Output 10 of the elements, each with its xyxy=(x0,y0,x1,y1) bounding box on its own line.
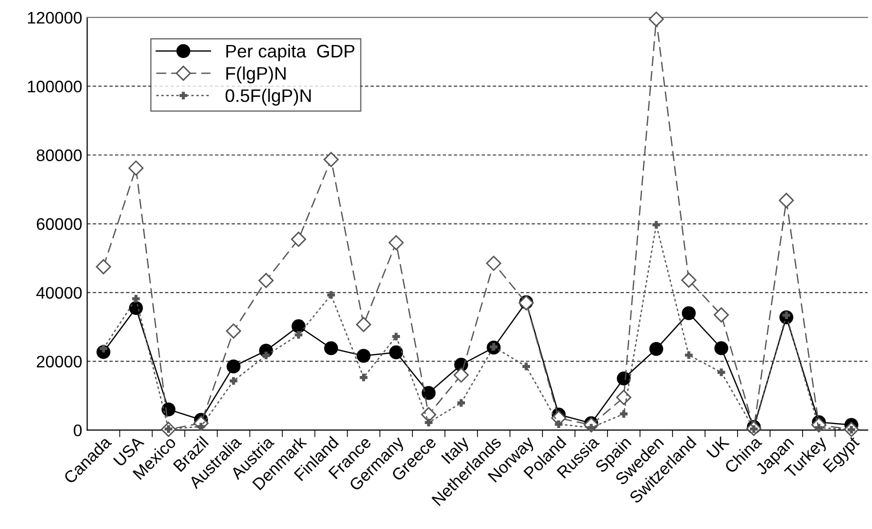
y-tick-label: 40000 xyxy=(36,286,82,299)
y-tick-label: 0 xyxy=(74,424,82,436)
y-tick-label: 80000 xyxy=(36,149,82,162)
legend-label: 0.5F(lgP)N xyxy=(226,88,311,106)
y-tick-label: 20000 xyxy=(36,356,82,368)
legend-label: Per capita GDP xyxy=(226,44,354,62)
y-tick-label: 60000 xyxy=(36,218,82,230)
legend-label: F(lgP)N xyxy=(226,66,286,84)
y-tick-label: 120000 xyxy=(28,12,82,24)
y-tick-label: 100000 xyxy=(28,80,82,92)
